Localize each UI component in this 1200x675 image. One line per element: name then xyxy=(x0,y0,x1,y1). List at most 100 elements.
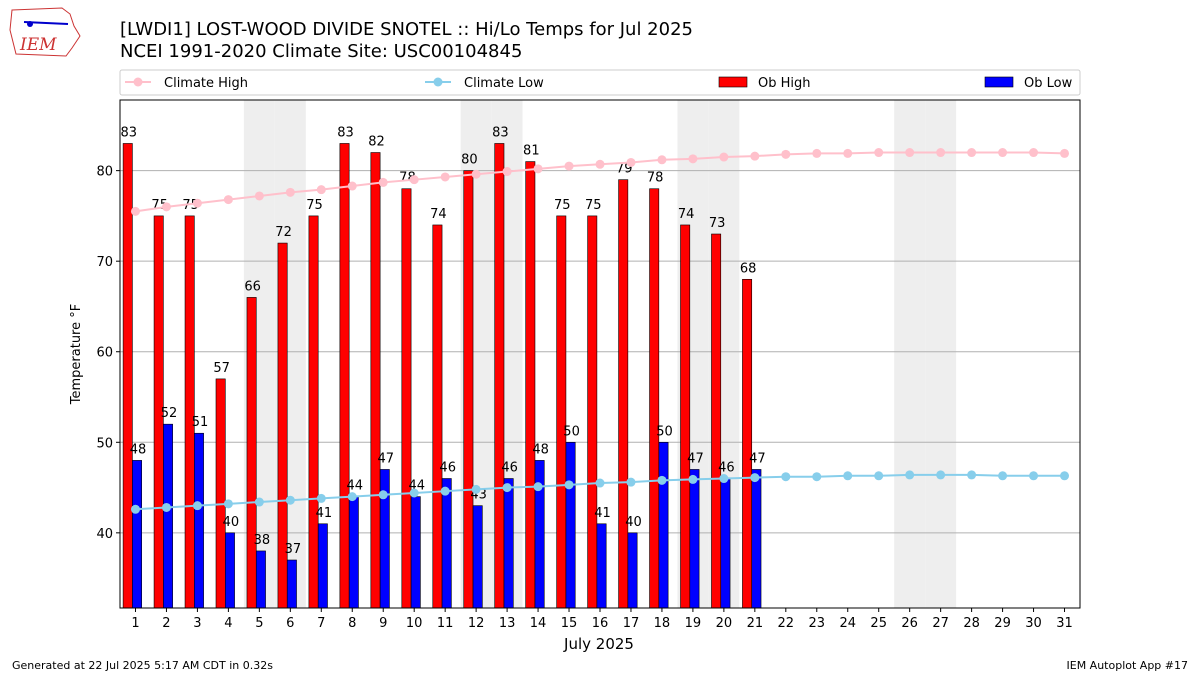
bar xyxy=(224,532,235,609)
point xyxy=(595,159,605,169)
point xyxy=(533,482,543,492)
point xyxy=(316,185,326,195)
point xyxy=(440,486,450,496)
bar xyxy=(627,532,638,609)
x-tick-label: 21 xyxy=(747,616,764,631)
legend-swatch xyxy=(718,76,748,88)
data-label: 47 xyxy=(749,451,766,466)
bar xyxy=(587,215,598,609)
x-tick-label: 10 xyxy=(406,616,423,631)
data-label: 47 xyxy=(687,451,704,466)
bar xyxy=(680,224,691,609)
y-tick-label: 40 xyxy=(96,527,113,542)
point xyxy=(440,172,450,182)
x-tick-label: 4 xyxy=(224,616,232,631)
legend-label: Climate High xyxy=(164,76,248,91)
bar xyxy=(711,233,722,609)
data-label: 81 xyxy=(523,144,540,159)
bar xyxy=(658,441,669,609)
bar xyxy=(525,161,536,609)
bar xyxy=(742,278,753,609)
data-label: 75 xyxy=(554,198,571,213)
x-tick-label: 5 xyxy=(255,616,263,631)
bar xyxy=(184,215,195,609)
x-tick-label: 30 xyxy=(1025,616,1042,631)
data-label: 46 xyxy=(501,461,518,476)
x-tick-label: 31 xyxy=(1056,616,1073,631)
x-tick-label: 17 xyxy=(623,616,640,631)
data-label: 40 xyxy=(625,515,642,530)
x-axis-label: July 2025 xyxy=(563,635,634,653)
point xyxy=(750,151,760,161)
data-label: 38 xyxy=(254,533,271,548)
data-label: 48 xyxy=(130,442,147,457)
point xyxy=(564,480,574,490)
bar xyxy=(596,523,607,609)
bar xyxy=(649,188,660,609)
bar xyxy=(720,478,731,609)
x-tick-label: 14 xyxy=(530,616,547,631)
x-tick-label: 15 xyxy=(561,616,578,631)
data-label: 41 xyxy=(594,506,611,521)
point xyxy=(161,502,171,512)
point xyxy=(502,167,512,177)
data-label: 83 xyxy=(492,125,509,140)
x-tick-label: 9 xyxy=(379,616,387,631)
point xyxy=(347,181,357,191)
point xyxy=(936,148,946,158)
x-tick-label: 11 xyxy=(437,616,454,631)
data-label: 46 xyxy=(439,461,456,476)
data-label: 41 xyxy=(316,506,333,521)
data-label: 80 xyxy=(461,153,478,168)
point xyxy=(936,470,946,480)
y-tick-label: 70 xyxy=(96,255,113,270)
x-tick-label: 27 xyxy=(932,616,949,631)
data-label: 78 xyxy=(647,171,664,186)
point xyxy=(967,148,977,158)
y-tick-label: 80 xyxy=(96,165,113,180)
point xyxy=(409,488,419,498)
x-tick-label: 18 xyxy=(654,616,671,631)
x-tick-label: 22 xyxy=(778,616,795,631)
data-label: 48 xyxy=(532,442,549,457)
data-label: 82 xyxy=(368,135,385,150)
point xyxy=(905,470,915,480)
point xyxy=(223,195,233,205)
point xyxy=(812,472,822,482)
footer-right: IEM Autoplot App #17 xyxy=(1067,659,1189,672)
x-tick-label: 20 xyxy=(716,616,733,631)
bar xyxy=(194,432,204,609)
y-tick-label: 50 xyxy=(96,436,113,451)
point xyxy=(378,177,388,187)
point xyxy=(874,148,884,158)
bar xyxy=(689,469,700,609)
data-label: 83 xyxy=(120,125,137,140)
point xyxy=(812,148,822,158)
bar xyxy=(308,215,319,609)
point xyxy=(688,154,698,164)
bar xyxy=(122,143,133,609)
point xyxy=(161,202,171,212)
bar xyxy=(463,170,474,609)
data-label: 47 xyxy=(378,451,395,466)
data-label: 83 xyxy=(337,125,354,140)
point xyxy=(998,148,1008,158)
point xyxy=(688,474,698,484)
data-label: 73 xyxy=(709,216,726,231)
x-tick-label: 12 xyxy=(468,616,485,631)
point xyxy=(998,471,1008,481)
point xyxy=(130,504,140,514)
point xyxy=(967,470,977,480)
bar xyxy=(565,441,576,609)
data-label: 52 xyxy=(161,406,178,421)
legend-swatch xyxy=(984,76,1014,88)
plot-frame xyxy=(119,99,1081,609)
point xyxy=(750,473,760,483)
bar xyxy=(348,496,359,609)
footer-left: Generated at 22 Jul 2025 5:17 AM CDT in … xyxy=(12,659,273,672)
point xyxy=(347,492,357,502)
point xyxy=(1060,148,1070,158)
bar xyxy=(339,143,350,609)
bar xyxy=(503,478,514,609)
